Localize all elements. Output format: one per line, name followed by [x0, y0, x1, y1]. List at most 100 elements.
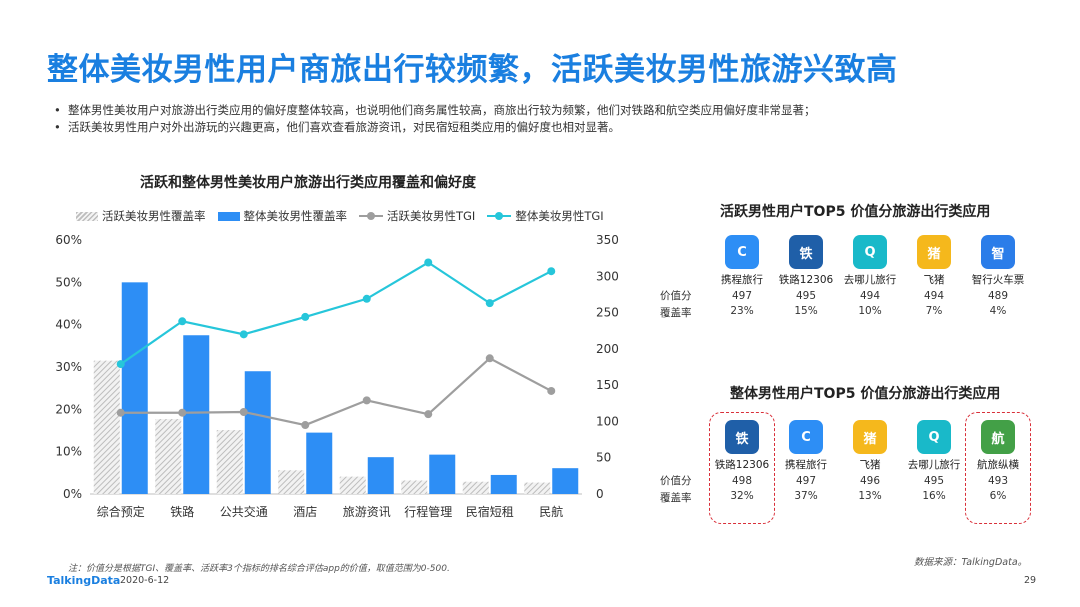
- legend-label: 整体美妆男性覆盖率: [243, 209, 348, 223]
- app-coverage: 15%: [794, 305, 818, 317]
- bar-active-coverage: [216, 430, 243, 494]
- qunar-icon: Q: [917, 420, 951, 454]
- bar-overall-coverage: [429, 454, 456, 494]
- legend-swatch-hatch: [76, 211, 98, 221]
- bar-overall-coverage: [367, 457, 394, 494]
- bar-overall-coverage: [490, 474, 517, 494]
- app-name: 铁路12306: [778, 274, 834, 286]
- app-card: C 携程旅行 497 37%: [774, 420, 838, 502]
- app-coverage: 32%: [730, 490, 754, 502]
- chart-legend: 活跃美妆男性覆盖率 整体美妆男性覆盖率 活跃美妆男性TGI 整体美妆男性TGI: [76, 208, 616, 224]
- overall-panel-title: 整体男性用户TOP5 价值分旅游出行类应用: [730, 386, 1001, 402]
- bullet-list: 整体男性美妆用户对旅游出行类应用的偏好度整体较高，也说明他们商务属性较高，商旅出…: [54, 102, 816, 136]
- app-card: 猪飞猪 496 13%: [838, 420, 902, 502]
- app-coverage: 23%: [730, 305, 754, 317]
- y-right-tick-label: 250: [596, 306, 619, 320]
- point-active-tgi: [424, 410, 433, 419]
- app-card: 铁铁路12306 498 32%: [710, 420, 774, 502]
- app-name: 携程旅行: [785, 459, 827, 471]
- row-label-coverage: 覆盖率: [660, 307, 692, 319]
- app-score: 495: [923, 475, 945, 487]
- y-left-tick-label: 0%: [63, 487, 82, 501]
- bar-active-coverage: [462, 481, 489, 494]
- app-score: 494: [923, 290, 945, 302]
- active-panel-title: 活跃男性用户TOP5 价值分旅游出行类应用: [720, 204, 991, 220]
- app-coverage: 7%: [925, 305, 943, 317]
- legend-label: 整体美妆男性TGI: [515, 209, 604, 223]
- ctrip-icon: C: [789, 420, 823, 454]
- point-active-tgi: [547, 386, 556, 395]
- railway-12306-icon: 铁: [789, 235, 823, 269]
- y-left-tick-label: 10%: [55, 445, 82, 459]
- fliggy-icon: 猪: [853, 420, 887, 454]
- ctrip-icon: C: [725, 235, 759, 269]
- point-overall-tgi: [178, 317, 187, 326]
- legend-label: 活跃美妆男性TGI: [387, 209, 476, 223]
- app-coverage: 16%: [922, 490, 946, 502]
- hanglv-zongheng-icon: 航: [981, 420, 1015, 454]
- y-right-tick-label: 100: [596, 414, 619, 428]
- app-card: 智智行火车票 489 4%: [966, 235, 1030, 317]
- row-label-score: 价值分: [660, 290, 692, 302]
- x-tick-label: 民宿短租: [466, 504, 514, 519]
- app-card: Q 去哪儿旅行 494 10%: [838, 235, 902, 317]
- bar-active-coverage: [401, 480, 428, 494]
- bullet-item: 整体男性美妆用户对旅游出行类应用的偏好度整体较高，也说明他们商务属性较高，商旅出…: [54, 102, 816, 119]
- y-left-tick-label: 30%: [55, 360, 82, 374]
- line-overall-tgi: [120, 261, 552, 365]
- app-name: 航旅纵横: [977, 459, 1019, 471]
- y-right-tick-label: 200: [596, 342, 619, 356]
- x-tick-label: 旅游资讯: [343, 505, 391, 519]
- point-overall-tgi: [362, 294, 371, 303]
- app-name: 飞猪: [859, 459, 881, 471]
- row-label-score: 价值分: [660, 475, 692, 487]
- app-score: 498: [731, 475, 753, 487]
- chart-title: 活跃和整体男性美妆用户旅游出行类应用覆盖和偏好度: [140, 175, 476, 191]
- x-tick-label: 公共交通: [220, 504, 268, 519]
- data-source: 数据来源：TalkingData。: [914, 557, 1028, 568]
- line-active-tgi: [120, 356, 552, 427]
- bar-active-coverage: [524, 482, 551, 494]
- app-score: 497: [731, 290, 753, 302]
- app-coverage: 10%: [858, 305, 882, 317]
- point-active-tgi: [178, 408, 187, 417]
- legend-swatch-gray-line: [359, 211, 383, 221]
- legend-item-overall-coverage: 整体美妆男性覆盖率: [217, 208, 348, 224]
- bar-active-coverage: [155, 419, 182, 494]
- bar-overall-coverage: [183, 335, 210, 494]
- point-active-tgi: [301, 421, 310, 430]
- app-card: Q 去哪儿旅行 495 16%: [902, 420, 966, 502]
- page-title: 整体美妆男性用户商旅出行较频繁，活跃美妆男性旅游兴致高: [47, 52, 898, 88]
- bar-overall-coverage: [306, 432, 333, 494]
- highlight-box: [709, 412, 775, 524]
- app-name: 去哪儿旅行: [907, 459, 961, 471]
- bar-overall-coverage: [121, 282, 148, 494]
- x-tick-label: 酒店: [293, 505, 317, 519]
- point-active-tgi: [116, 408, 125, 417]
- app-score: 494: [859, 290, 881, 302]
- app-score: 493: [987, 475, 1009, 487]
- legend-item-active-tgi: 活跃美妆男性TGI: [359, 208, 475, 224]
- y-right-tick-label: 0: [596, 487, 604, 501]
- app-name: 智行火车票: [971, 274, 1025, 286]
- x-tick-label: 铁路: [170, 504, 194, 519]
- app-card: 猪飞猪 494 7%: [902, 235, 966, 317]
- point-overall-tgi: [116, 360, 125, 369]
- row-label-coverage: 覆盖率: [660, 492, 692, 504]
- app-score: 495: [795, 290, 817, 302]
- legend-item-active-coverage: 活跃美妆男性覆盖率: [76, 208, 206, 224]
- x-tick-label: 民航: [539, 504, 563, 519]
- y-right-tick-label: 50: [596, 451, 611, 465]
- point-overall-tgi: [239, 330, 248, 339]
- legend-swatch-blue: [217, 211, 240, 221]
- legend-label: 活跃美妆男性覆盖率: [102, 209, 206, 223]
- app-score: 496: [859, 475, 881, 487]
- app-score: 489: [987, 290, 1009, 302]
- app-card: 铁铁路12306 495 15%: [774, 235, 838, 317]
- bar-overall-coverage: [244, 371, 271, 494]
- bar-active-coverage: [339, 476, 366, 494]
- footnote: 注：价值分是根据TGI、覆盖率、活跃率3个指标的排名综合评估app的价值，取值范…: [68, 564, 450, 574]
- app-coverage: 6%: [989, 490, 1007, 502]
- app-coverage: 37%: [794, 490, 818, 502]
- app-coverage: 13%: [858, 490, 882, 502]
